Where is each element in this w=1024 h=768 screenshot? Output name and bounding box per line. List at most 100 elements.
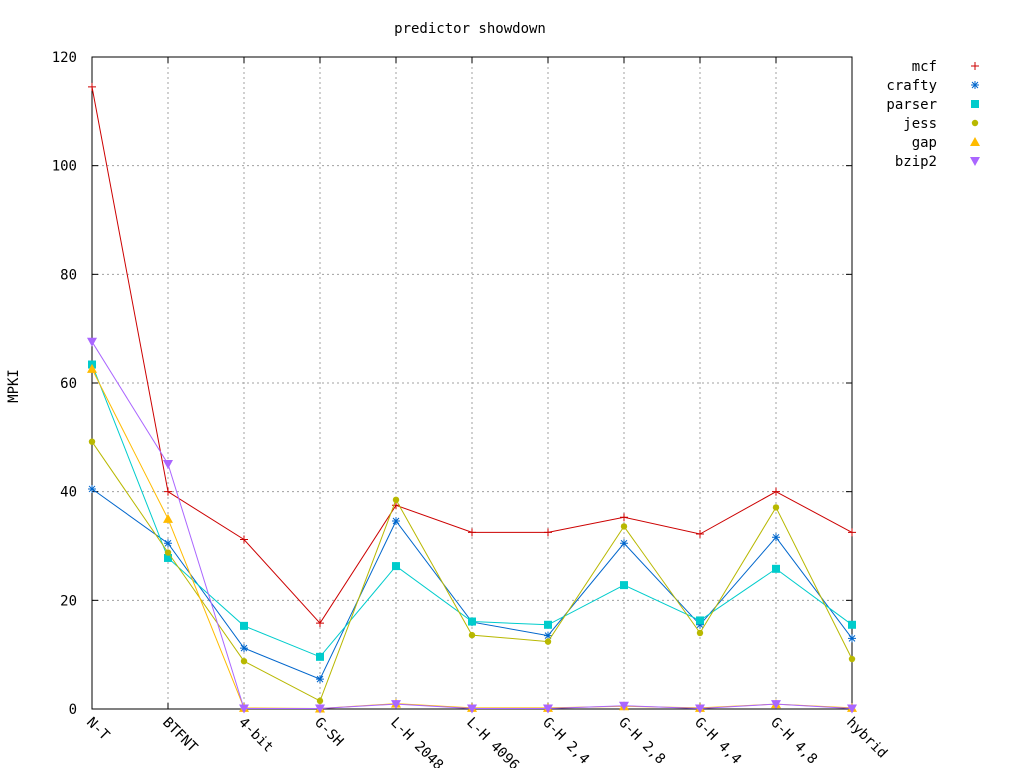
data-point-mcf: [316, 619, 324, 628]
data-point-jess: [88, 438, 96, 445]
data-point-parser: [468, 617, 476, 626]
x-axis-ticks: N-T BTFNT 4-bit G-SH L-H 2048 L-H 4096 G-H 2,4…: [83, 57, 890, 768]
data-point-crafty: [620, 539, 628, 548]
legend-label: crafty: [886, 78, 937, 94]
data-point-bzip2: [87, 337, 97, 347]
data-point-bzip2: [771, 700, 781, 710]
grid-layer: [92, 57, 852, 709]
data-point-crafty: [164, 539, 172, 548]
x-tick-label: L-H 4096: [463, 715, 522, 768]
data-point-bzip2: [543, 704, 553, 714]
x-tick-label: G-H 4,4: [691, 715, 744, 768]
y-tick-label: 120: [52, 50, 77, 66]
data-point-crafty: [544, 631, 552, 640]
data-point-parser: [240, 621, 248, 630]
data-point-mcf: [164, 487, 172, 496]
data-point-bzip2: [847, 704, 857, 714]
data-point-mcf: [544, 528, 552, 537]
data-point-crafty: [240, 644, 248, 653]
data-point-crafty: [696, 620, 704, 629]
legend-label: gap: [912, 135, 937, 151]
series-parser: [88, 360, 856, 661]
legend-marker-gap: [970, 137, 980, 146]
x-tick-label: hybrid: [843, 715, 890, 762]
data-point-mcf: [696, 530, 704, 539]
y-tick-label: 100: [52, 159, 77, 175]
y-tick-label: 80: [60, 267, 77, 283]
data-point-bzip2: [619, 701, 629, 711]
data-point-bzip2: [239, 704, 249, 714]
legend-entry-jess: jess: [903, 116, 979, 132]
data-point-parser: [164, 553, 172, 562]
data-point-jess: [164, 549, 172, 556]
data-point-crafty: [772, 533, 780, 542]
data-point-parser: [392, 562, 400, 571]
data-point-bzip2: [163, 459, 173, 469]
legend-marker-jess: [971, 119, 979, 127]
data-point-mcf: [240, 535, 248, 544]
legend-entry-mcf: mcf: [912, 59, 979, 75]
data-point-gap: [163, 513, 173, 523]
data-point-mcf: [772, 487, 780, 496]
data-point-jess: [772, 504, 780, 511]
data-point-parser: [696, 616, 704, 625]
data-point-bzip2: [315, 704, 325, 714]
x-tick-label: 4-bit: [235, 715, 276, 756]
legend-label: mcf: [912, 59, 937, 75]
data-point-jess: [696, 629, 704, 637]
data-point-mcf: [88, 82, 96, 91]
data-point-jess: [468, 631, 476, 639]
x-tick-label: L-H 2048: [387, 715, 446, 768]
data-point-mcf: [620, 513, 628, 522]
legend-entry-parser: parser: [886, 97, 979, 113]
y-tick-label: 60: [60, 376, 77, 392]
data-point-crafty: [316, 675, 324, 684]
legend-label: jess: [903, 116, 937, 132]
data-point-jess: [392, 496, 400, 504]
data-point-mcf: [468, 528, 476, 537]
x-tick-label: G-H 2,4: [539, 715, 592, 768]
series-bzip2: [87, 337, 857, 714]
data-point-jess: [544, 638, 552, 645]
x-tick-label: G-H 4,8: [767, 715, 820, 768]
legend-label: parser: [886, 97, 937, 113]
y-tick-label: 20: [60, 593, 77, 609]
data-point-bzip2: [467, 704, 477, 714]
data-point-jess: [240, 657, 248, 665]
data-point-jess: [848, 655, 856, 663]
y-axis-label: MPKI: [6, 369, 22, 403]
legend-marker-bzip2: [970, 157, 980, 166]
legend-marker-parser: [971, 100, 979, 108]
data-point-parser: [316, 652, 324, 661]
y-tick-label: 40: [60, 485, 77, 501]
data-point-mcf: [848, 528, 856, 537]
chart-title: predictor showdown: [394, 21, 546, 37]
legend-marker-mcf: [971, 62, 979, 70]
x-tick-label: G-H 2,8: [615, 715, 668, 768]
data-point-parser: [772, 564, 780, 573]
data-point-bzip2: [695, 704, 705, 714]
data-point-jess: [620, 523, 628, 530]
data-point-parser: [620, 581, 628, 590]
data-point-gap: [87, 363, 97, 373]
y-tick-label: 0: [69, 702, 77, 718]
series-jess: [88, 438, 856, 705]
y-axis-ticks: 0 20 40 60 80 100 120: [52, 50, 852, 718]
data-point-crafty: [392, 517, 400, 526]
legend-label: bzip2: [895, 154, 937, 170]
legend-entry-gap: gap: [912, 135, 980, 151]
data-point-jess: [316, 697, 324, 705]
legend-entry-crafty: crafty: [886, 78, 979, 94]
series-mcf: [88, 82, 856, 628]
legend-marker-crafty: [971, 81, 979, 89]
series-layer: [87, 82, 857, 714]
legend-entry-bzip2: bzip2: [895, 154, 980, 170]
data-point-crafty: [88, 484, 96, 493]
data-point-crafty: [848, 634, 856, 643]
legend: mcf crafty parser jess gap bzip2: [886, 59, 980, 170]
x-tick-label: G-SH: [311, 715, 346, 750]
data-point-parser: [544, 620, 552, 629]
data-point-bzip2: [391, 700, 401, 710]
data-point-parser: [848, 620, 856, 629]
